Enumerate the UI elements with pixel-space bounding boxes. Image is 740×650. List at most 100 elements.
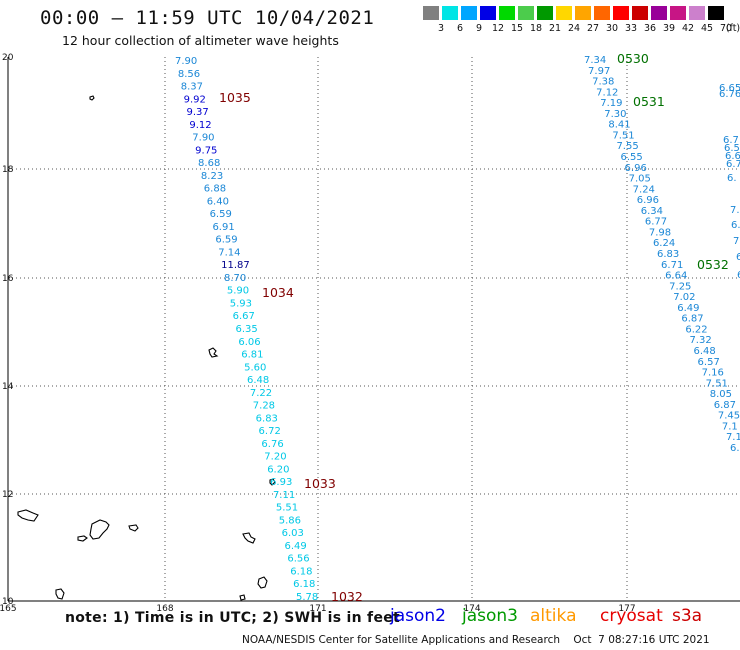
wave-height-value: 7.25 — [669, 281, 691, 292]
colorbar-label: 27 — [586, 23, 600, 34]
colorbar-label: 21 — [548, 23, 562, 34]
lat-label: 14 — [2, 382, 14, 392]
wave-height-value: 6.18 — [290, 566, 312, 577]
colorbar-label: 45 — [700, 23, 714, 34]
wave-height-value: 7.34 — [584, 55, 606, 66]
lon-label: 177 — [618, 604, 635, 614]
colorbar-swatch — [575, 6, 591, 20]
wave-height-value: 7.02 — [673, 292, 695, 303]
wave-height-value: 8.23 — [201, 171, 223, 182]
wave-height-value: 6.7 — [726, 159, 740, 170]
wave-height-value: 9.92 — [184, 94, 206, 105]
wave-height-value: 6.88 — [204, 184, 226, 195]
wave-height-value: 7. — [733, 236, 740, 247]
wave-height-value: 6.6 — [725, 151, 740, 162]
wave-height-value: 7.20 — [264, 452, 286, 463]
wave-height-value: 6.48 — [694, 346, 716, 357]
colorbar-swatch — [499, 6, 515, 20]
pass-time-label: 1034 — [262, 285, 294, 300]
wave-height-value: 7.16 — [702, 368, 724, 379]
wave-height-value: 6.59 — [215, 235, 237, 246]
pass-time-label: 0531 — [633, 94, 665, 109]
wave-height-value: 7.90 — [192, 133, 214, 144]
colorbar-label: 18 — [529, 23, 543, 34]
pass-time-label: 1035 — [219, 90, 251, 105]
colorbar-swatch — [442, 6, 458, 20]
wave-height-value: 6.18 — [293, 579, 315, 590]
wave-height-value: 7.38 — [592, 77, 614, 88]
colorbar-swatch — [461, 6, 477, 20]
island-outline — [17, 509, 39, 522]
colorbar-swatch — [632, 6, 648, 20]
lat-label: 18 — [2, 165, 14, 175]
lon-label: 171 — [309, 604, 326, 614]
wave-height-value: 8.70 — [224, 273, 246, 284]
island-outlines — [17, 95, 276, 601]
wave-height-value: 6.83 — [657, 249, 679, 260]
pass-time-label: 0532 — [697, 257, 729, 272]
wave-height-value: 7.32 — [689, 335, 711, 346]
colorbar-label: 3 — [437, 23, 445, 34]
colorbar-swatch — [689, 6, 705, 20]
wave-height-value: 7.1 — [722, 421, 738, 432]
wave-height-value: 6. — [730, 443, 740, 454]
wave-height-value: 7.1 — [726, 432, 740, 443]
wave-height-value: 6.35 — [236, 324, 258, 335]
wave-height-value: 6 — [737, 270, 740, 281]
wave-height-value: 6.81 — [241, 350, 263, 361]
wave-height-value: 6.40 — [207, 196, 229, 207]
colorbar-swatch — [670, 6, 686, 20]
lat-label: 10 — [2, 597, 14, 607]
island-outline — [89, 519, 110, 540]
colorbar-swatch — [423, 6, 439, 20]
colorbar-label: 15 — [510, 23, 524, 34]
lon-label: 174 — [463, 604, 480, 614]
pass-time-label: 0530 — [617, 51, 649, 66]
colorbar-label: 70 — [719, 23, 733, 34]
wave-height-value: 7.28 — [253, 401, 275, 412]
legend-jason3: jason3 — [462, 606, 518, 626]
wave-height-value: 6.57 — [698, 357, 720, 368]
island-outline — [128, 524, 139, 532]
legend-s3a: s3a — [672, 606, 703, 626]
wave-height-value: 7.11 — [273, 490, 295, 501]
island-outline — [269, 478, 276, 486]
wave-height-value: 6.83 — [256, 413, 278, 424]
pass-time-label: 1033 — [304, 476, 336, 491]
wave-height-value: 6.93 — [270, 477, 292, 488]
wave-height-value: 7.14 — [218, 247, 240, 258]
wave-height-value: 6.72 — [259, 426, 281, 437]
wave-height-value: 6.96 — [637, 195, 659, 206]
legend-altika: altika — [530, 606, 577, 626]
wave-height-value: 7.24 — [633, 184, 655, 195]
wave-height-value: 6.91 — [212, 222, 234, 233]
island-outline — [239, 594, 246, 601]
legend-jason2: jason2 — [390, 606, 446, 626]
wave-height-value: 6.65 — [719, 83, 740, 94]
island-outline — [77, 535, 88, 542]
wave-height-value: 7.55 — [616, 141, 638, 152]
wave-height-value: 6.87 — [714, 400, 736, 411]
wave-height-value: 5.78 — [296, 592, 318, 603]
wave-height-value: 6.67 — [233, 311, 255, 322]
wave-height-value: 6.96 — [625, 163, 647, 174]
wave-height-value: 7.98 — [649, 227, 671, 238]
wave-height-value: 6. — [731, 220, 740, 231]
colorbar-label: 42 — [681, 23, 695, 34]
colorbar-label: 30 — [605, 23, 619, 34]
wave-height-value: 6.5 — [724, 143, 740, 154]
wave-height-value: 7. — [730, 205, 740, 216]
axis-labels: 165 168 171 174 177 20 18 16 14 12 10 — [0, 53, 636, 614]
wave-height-value: 6.87 — [681, 314, 703, 325]
wave-height-value: 7.45 — [718, 411, 740, 422]
map-subtitle: 12 hour collection of altimeter wave hei… — [62, 33, 339, 48]
wave-height-value: 7.22 — [250, 388, 272, 399]
wave-height-value: 6.06 — [238, 337, 260, 348]
wave-height-value: 5.93 — [230, 298, 252, 309]
wave-height-value: 6.48 — [247, 375, 269, 386]
wave-height-value: 9.75 — [195, 145, 217, 156]
colorbar-swatch — [651, 6, 667, 20]
wave-height-value: 6.55 — [621, 152, 643, 163]
wave-height-value: 7.05 — [629, 174, 651, 185]
